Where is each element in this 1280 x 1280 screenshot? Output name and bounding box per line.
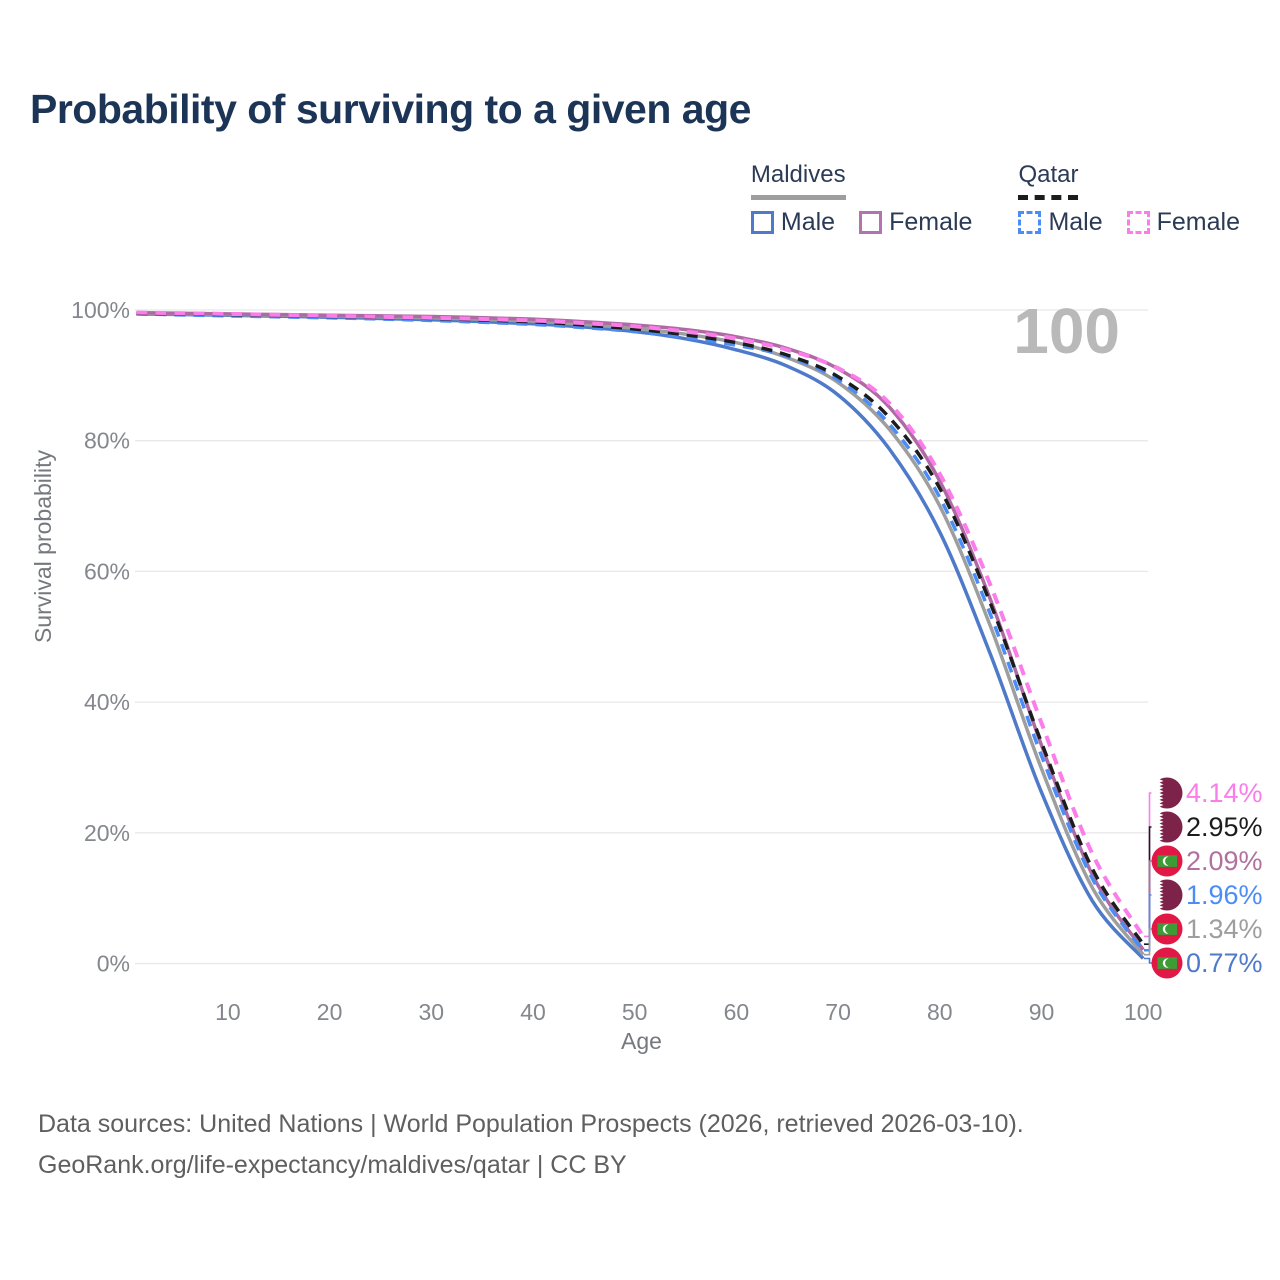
footer: Data sources: United Nations | World Pop… — [38, 1104, 1024, 1186]
survival-curve-qatar-male[interactable] — [136, 312, 1145, 952]
qatar-flag-icon — [1151, 777, 1183, 809]
x-tick-label: 60 — [724, 999, 750, 1025]
end-label-value-qatar-male: 1.96% — [1186, 880, 1263, 910]
x-tick-label: 40 — [520, 999, 546, 1025]
x-axis-title: Age — [621, 1028, 662, 1054]
end-label-value-maldives-female: 2.09% — [1186, 846, 1263, 876]
legend-group-qatar: Qatar Male Female — [1018, 161, 1240, 237]
label-connector-maldives-both — [1144, 928, 1152, 956]
end-label-value-maldives-male: 0.77% — [1186, 948, 1263, 978]
legend-item-maldives-female[interactable]: Female — [859, 208, 972, 237]
page-title: Probability of surviving to a given age — [30, 86, 751, 132]
x-tick-label: 10 — [215, 999, 241, 1025]
y-tick-label: 0% — [97, 951, 130, 977]
x-tick-label: 20 — [317, 999, 343, 1025]
label-connector-qatar-both — [1144, 826, 1152, 945]
legend-item-qatar-male[interactable]: Male — [1018, 208, 1103, 237]
legend-item-maldives-male[interactable]: Male — [750, 208, 836, 237]
qatar-female-swatch-icon — [1126, 211, 1150, 234]
legend-group-title-qatar[interactable]: Qatar — [1018, 161, 1079, 200]
maldives-female-swatch-icon — [859, 211, 883, 234]
y-tick-label: 100% — [71, 297, 130, 323]
y-tick-label: 20% — [84, 820, 130, 846]
attribution-line: GeoRank.org/life-expectancy/maldives/qat… — [38, 1151, 627, 1179]
maldives-flag-icon — [1151, 913, 1183, 945]
x-tick-label: 80 — [927, 999, 953, 1025]
x-tick-label: 50 — [622, 999, 648, 1025]
legend-group-title-maldives[interactable]: Maldives — [750, 161, 846, 200]
y-tick-label: 80% — [84, 428, 130, 454]
data-sources-line: Data sources: United Nations | World Pop… — [38, 1110, 1024, 1138]
survival-curve-qatar-both[interactable] — [136, 311, 1145, 946]
legend-item-label: Male — [1048, 208, 1103, 236]
hovered-age-indicator: 100 — [1013, 295, 1120, 367]
qatar-male-swatch-icon — [1018, 211, 1042, 234]
legend: Maldives Male Female Qatar Male Female — [750, 161, 1240, 237]
y-axis-title: Survival probability — [30, 450, 56, 644]
legend-item-label: Male — [780, 208, 836, 236]
legend-group-maldives: Maldives Male Female — [750, 161, 972, 237]
legend-item-label: Female — [1156, 208, 1240, 236]
y-tick-label: 40% — [84, 689, 130, 715]
legend-item-qatar-female[interactable]: Female — [1126, 208, 1240, 237]
qatar-flag-icon — [1151, 811, 1183, 843]
label-connector-qatar-male — [1144, 894, 1152, 952]
x-tick-label: 100 — [1124, 999, 1162, 1025]
x-tick-label: 30 — [419, 999, 445, 1025]
label-connector-qatar-female — [1144, 792, 1152, 938]
maldives-flag-icon — [1151, 947, 1183, 979]
maldives-male-swatch-icon — [750, 211, 774, 234]
label-connector-maldives-male — [1144, 957, 1152, 964]
legend-item-label: Female — [889, 208, 973, 236]
end-label-value-qatar-both: 2.95% — [1186, 812, 1263, 842]
y-tick-label: 60% — [84, 558, 130, 584]
end-label-value-qatar-female: 4.14% — [1186, 778, 1263, 808]
survival-curve-maldives-male[interactable] — [136, 312, 1145, 960]
survival-curve-qatar-female[interactable] — [136, 310, 1145, 938]
x-tick-label: 90 — [1029, 999, 1055, 1025]
x-tick-label: 70 — [825, 999, 851, 1025]
maldives-flag-icon — [1151, 845, 1183, 877]
qatar-flag-icon — [1151, 879, 1183, 911]
survival-curve-maldives-both[interactable] — [136, 311, 1145, 956]
end-label-value-maldives-both: 1.34% — [1186, 914, 1263, 944]
